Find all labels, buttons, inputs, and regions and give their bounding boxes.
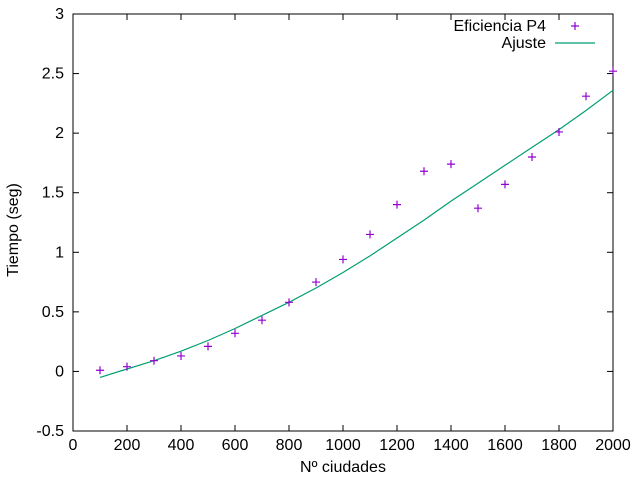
x-tick-label: 1200 [379,437,415,454]
points-group [96,67,617,375]
legend-plus-marker [571,22,579,30]
x-tick-label: 1400 [433,437,469,454]
data-point [609,67,617,76]
x-tick-label: 1000 [325,437,361,454]
y-tick-label: 1 [55,244,64,261]
data-point [204,342,212,351]
plot-frame [72,13,614,432]
data-point [582,92,590,101]
data-point [393,200,401,209]
data-point [258,316,266,325]
data-point [339,255,347,264]
data-point [123,362,131,371]
y-tick-label: 0 [55,363,64,380]
x-tick-label: 200 [114,437,141,454]
data-point [96,366,104,375]
x-tick-label: 0 [69,437,78,454]
y-tick-label: 0.5 [42,304,64,321]
x-axis-title: Nº ciudades [300,459,386,476]
y-tick-label: 2.5 [42,66,64,83]
y-tick-label: 2 [55,125,64,142]
y-tick-label: -0.5 [36,423,64,440]
data-point [555,127,563,136]
data-point [447,160,455,169]
y-tick-label: 3 [55,6,64,23]
data-point [312,278,320,287]
data-point [231,329,239,338]
data-point [366,230,374,239]
fit-line [99,89,614,378]
y-tick-label: 1.5 [42,185,64,202]
x-tick-label: 1600 [487,437,523,454]
x-tick-label: 400 [168,437,195,454]
y-axis-title: Tiempo (seg) [5,183,22,277]
legend-marker-eficiencia [571,22,579,30]
data-point [474,204,482,213]
legend-label-ajuste: Ajuste [502,35,547,52]
data-point [420,167,428,176]
data-point [285,298,293,307]
x-tick-label: 800 [276,437,303,454]
legend: Eficiencia P4 Ajuste [454,18,595,52]
x-tick-label: 2000 [595,437,631,454]
data-point [177,351,185,360]
axis-ticks [72,13,614,432]
x-tick-label: 600 [222,437,249,454]
data-point [501,180,509,189]
x-tick-label: 1800 [541,437,577,454]
data-point [150,356,158,365]
tick-labels: 0 200 400 600 800 1000 1200 1400 1600 1800 2000 -0.… [36,6,630,454]
legend-label-eficiencia: Eficiencia P4 [454,18,547,35]
fit-line-group [99,89,614,378]
data-point [528,152,536,161]
